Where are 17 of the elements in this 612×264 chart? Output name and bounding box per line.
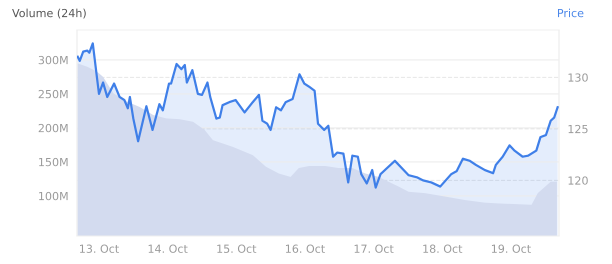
y2-axis-title: Price (558, 8, 584, 18)
y-tick-label: 100M (39, 192, 68, 200)
x-tick-label: 16. Oct (286, 244, 325, 253)
y2-tick-label: 125 (568, 124, 588, 134)
x-tick-label: 17. Oct (354, 244, 394, 253)
x-tick-label: 13. Oct (80, 244, 119, 253)
y-tick-label: 300M (38, 56, 68, 64)
x-tick-label: 15. Oct (217, 244, 256, 253)
y-tick-label: 200M (38, 124, 68, 132)
y-tick-label: 150M (39, 158, 68, 166)
x-tick-label: 14. Oct (148, 244, 188, 253)
chart-title: Volume (24h) (12, 8, 86, 19)
x-tick-label: 18. Oct (423, 244, 462, 253)
y-tick-label: 250M (38, 90, 68, 98)
x-tick-label: 19. Oct (492, 244, 531, 253)
y2-tick-label: 130 (568, 73, 588, 82)
y2-tick-label: 120 (568, 176, 588, 185)
